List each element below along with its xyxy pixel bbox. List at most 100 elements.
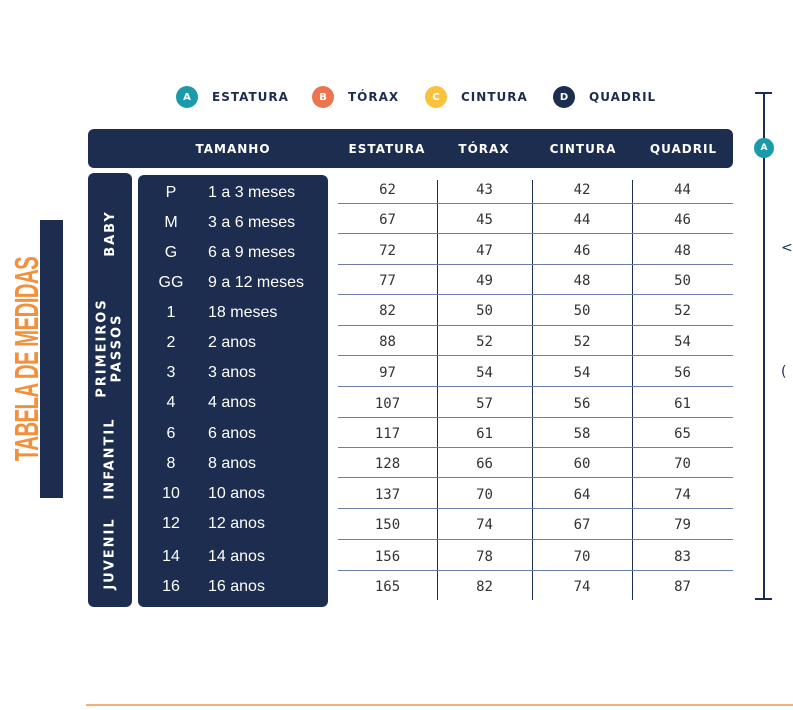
cell-cintura: 60: [573, 456, 591, 472]
legend-label-estatura: ESTATURA: [212, 90, 289, 104]
size-row: P 1 a 3 meses: [138, 178, 328, 208]
size-label: 12 anos: [208, 515, 265, 532]
cell-cintura: 42: [573, 182, 591, 198]
cell-cintura: 70: [573, 549, 591, 565]
cell-cintura: 64: [573, 487, 591, 503]
cell-estatura: 77: [379, 273, 396, 289]
title-accent-bar: [40, 220, 63, 498]
cell-quadril: 48: [674, 243, 691, 259]
size-code: 12: [162, 515, 180, 532]
size-row: 16 16 anos: [138, 572, 328, 602]
cell-torax: 45: [476, 212, 493, 228]
cell-quadril: 70: [674, 456, 691, 472]
size-row: 10 10 anos: [138, 479, 328, 509]
cell-cintura: 46: [573, 243, 591, 259]
legend-label-cintura: CINTURA: [461, 90, 528, 104]
row-divider: [338, 294, 733, 295]
row-divider: [338, 386, 733, 387]
cell-cintura: 56: [573, 396, 591, 412]
table-row: 150 74 67 79: [338, 510, 733, 540]
size-code: G: [164, 244, 178, 261]
cell-estatura: 150: [374, 517, 401, 533]
group-juvenil-label: JUVENIL: [102, 516, 118, 590]
cell-estatura: 137: [374, 487, 401, 503]
size-code: 14: [162, 548, 180, 565]
cell-quadril: 79: [674, 517, 691, 533]
cell-quadril: 65: [674, 426, 691, 442]
table-row: 156 78 70 83: [338, 542, 733, 572]
size-code: 16: [162, 578, 180, 595]
size-label: 18 meses: [208, 304, 278, 321]
size-row: 1 18 meses: [138, 298, 328, 328]
row-divider: [338, 203, 733, 204]
size-row: M 3 a 6 meses: [138, 208, 328, 238]
legend-badge-c: C: [425, 86, 447, 108]
cell-quadril: 54: [674, 334, 691, 350]
group-primeiros-line1: PRIMEIROS: [95, 298, 111, 398]
table-row: 107 57 56 61: [338, 389, 733, 419]
size-label: 10 anos: [208, 485, 265, 502]
row-divider: [338, 477, 733, 478]
page-title: TABELA DE MEDIDAS: [8, 220, 46, 498]
group-infantil: INFANTIL: [88, 411, 132, 505]
cell-estatura: 107: [374, 396, 401, 412]
measurements-grid: 62 43 42 44 67 45 44 46 72 47 46 48 77 49 48 50 82 50 50 52…: [338, 175, 733, 600]
size-label: 6 anos: [208, 425, 257, 442]
size-code: 8: [166, 455, 176, 472]
cell-estatura: 62: [379, 182, 396, 198]
row-divider: [338, 264, 733, 265]
header-cintura: CINTURA: [549, 141, 617, 156]
size-row: G 6 a 9 meses: [138, 238, 328, 268]
table-row: 137 70 64 74: [338, 480, 733, 510]
cell-torax: 70: [476, 487, 493, 503]
cell-torax: 82: [476, 579, 493, 595]
cell-torax: 66: [476, 456, 493, 472]
cell-cintura: 44: [573, 212, 591, 228]
cell-estatura: 117: [374, 426, 401, 442]
table-header: TAMANHO ESTATURA TÓRAX CINTURA QUADRIL: [88, 129, 733, 168]
size-code: GG: [158, 274, 184, 291]
size-row: 4 4 anos: [138, 388, 328, 418]
table-row: 77 49 48 50: [338, 266, 733, 296]
cropped-figure-mark: (: [781, 364, 787, 380]
cell-cintura: 67: [573, 517, 591, 533]
size-label: 3 a 6 meses: [208, 214, 296, 231]
size-label: 4 anos: [208, 394, 257, 411]
cell-torax: 50: [476, 303, 493, 319]
column-separator: [532, 180, 533, 600]
cell-cintura: 74: [573, 579, 591, 595]
size-row: 14 14 anos: [138, 542, 328, 572]
group-baby-label: BABY: [102, 209, 118, 257]
cell-torax: 57: [476, 396, 493, 412]
cell-quadril: 83: [674, 549, 691, 565]
size-row: 2 2 anos: [138, 328, 328, 358]
row-divider: [338, 355, 733, 356]
group-juvenil: JUVENIL: [88, 505, 132, 601]
size-row: 12 12 anos: [138, 509, 328, 539]
cell-torax: 43: [476, 182, 493, 198]
size-label: 6 a 9 meses: [208, 244, 296, 261]
cell-estatura: 165: [374, 579, 401, 595]
legend-badge-d: D: [553, 86, 575, 108]
column-separator: [437, 180, 438, 600]
cropped-figure-mark: <: [781, 240, 793, 256]
legend-item-torax: B TÓRAX: [312, 86, 399, 108]
size-code: 1: [166, 304, 176, 321]
cell-torax: 74: [476, 517, 493, 533]
cell-torax: 49: [476, 273, 493, 289]
table-row: 117 61 58 65: [338, 419, 733, 449]
dimension-badge-a: A: [754, 138, 774, 158]
table-row: 72 47 46 48: [338, 236, 733, 266]
table-row: 82 50 50 52: [338, 296, 733, 326]
legend-item-cintura: C CINTURA: [425, 86, 528, 108]
cell-estatura: 72: [379, 243, 396, 259]
table-row: 62 43 42 44: [338, 175, 733, 205]
table-row: 97 54 54 56: [338, 358, 733, 388]
cell-estatura: 67: [379, 212, 396, 228]
cell-estatura: 97: [379, 365, 396, 381]
row-divider: [338, 417, 733, 418]
cell-estatura: 156: [374, 549, 401, 565]
size-row: 3 3 anos: [138, 358, 328, 388]
size-row: 8 8 anos: [138, 449, 328, 479]
table-row: 128 66 60 70: [338, 449, 733, 479]
